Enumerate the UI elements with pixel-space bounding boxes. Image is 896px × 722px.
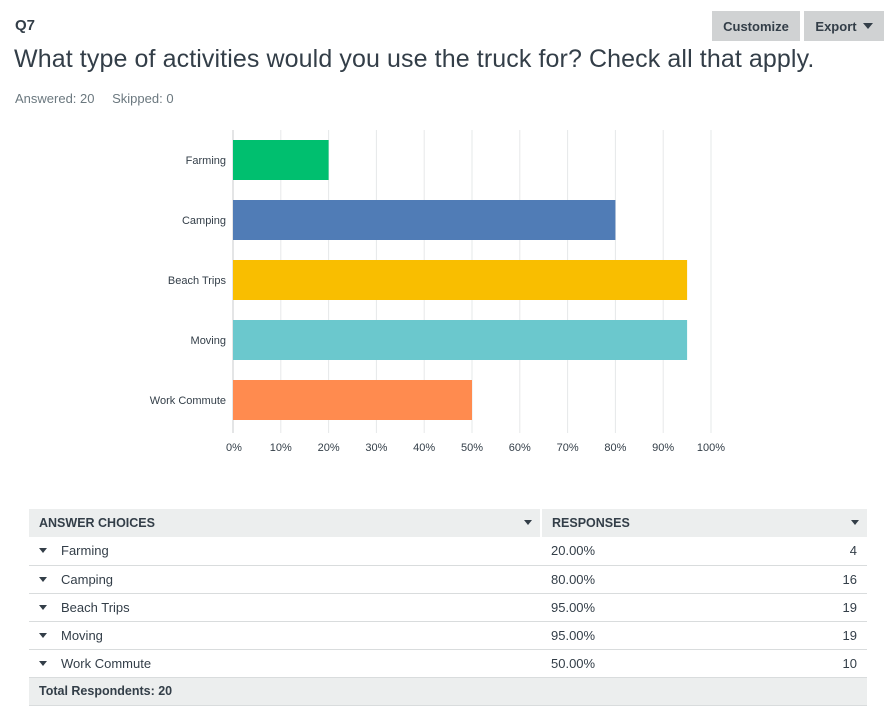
expand-caret-icon[interactable] bbox=[39, 604, 47, 610]
response-percent: 20.00% bbox=[541, 537, 831, 566]
x-tick-label: 40% bbox=[413, 442, 435, 454]
answer-choice-label: Moving bbox=[61, 627, 103, 643]
x-tick-label: 80% bbox=[604, 442, 626, 454]
x-tick-label: 60% bbox=[509, 442, 531, 454]
category-label: Camping bbox=[182, 215, 226, 227]
response-meta: Answered: 20 Skipped: 0 bbox=[15, 91, 188, 106]
response-percent: 95.00% bbox=[541, 621, 831, 650]
total-row: Total Respondents: 20 bbox=[29, 677, 867, 706]
x-tick-label: 10% bbox=[270, 442, 292, 454]
x-tick-label: 30% bbox=[365, 442, 387, 454]
x-tick-label: 20% bbox=[318, 442, 340, 454]
answer-choice-cell: Beach Trips bbox=[29, 593, 541, 622]
answer-choices-header[interactable]: ANSWER CHOICES bbox=[29, 509, 542, 537]
export-label: Export bbox=[815, 18, 857, 34]
bar bbox=[233, 260, 688, 300]
response-percent: 80.00% bbox=[541, 565, 831, 594]
table-row: Moving 95.00% 19 bbox=[29, 621, 867, 650]
response-count: 19 bbox=[831, 593, 867, 622]
answer-choice-cell: Work Commute bbox=[29, 649, 541, 678]
expand-caret-icon[interactable] bbox=[39, 576, 47, 582]
question-title: What type of activities would you use th… bbox=[14, 45, 815, 73]
table-row: Farming 20.00% 4 bbox=[29, 537, 867, 566]
category-label: Moving bbox=[191, 335, 226, 347]
bar bbox=[233, 320, 688, 360]
response-percent: 95.00% bbox=[541, 593, 831, 622]
answer-choice-label: Camping bbox=[61, 571, 114, 587]
question-number: Q7 bbox=[15, 17, 36, 34]
results-table: ANSWER CHOICES RESPONSES Farming 20.00% 4 C… bbox=[29, 509, 867, 706]
customize-label: Customize bbox=[723, 18, 789, 34]
answer-choice-cell: Moving bbox=[29, 621, 541, 650]
answered-count: Answered: 20 bbox=[15, 91, 95, 106]
sort-caret-icon[interactable] bbox=[524, 520, 532, 525]
expand-caret-icon[interactable] bbox=[39, 660, 47, 666]
answer-choice-label: Farming bbox=[61, 543, 109, 559]
table-row: Beach Trips 95.00% 19 bbox=[29, 593, 867, 622]
sort-caret-icon[interactable] bbox=[851, 520, 859, 525]
export-button[interactable]: Export bbox=[804, 11, 884, 41]
response-count: 16 bbox=[831, 565, 867, 594]
skipped-count: Skipped: 0 bbox=[112, 91, 174, 106]
bar bbox=[233, 200, 616, 240]
table-row: Camping 80.00% 16 bbox=[29, 565, 867, 594]
answer-choice-label: Work Commute bbox=[61, 655, 152, 671]
category-label: Farming bbox=[186, 155, 226, 167]
bar bbox=[233, 380, 472, 420]
answer-choice-cell: Camping bbox=[29, 565, 541, 594]
response-count: 19 bbox=[831, 621, 867, 650]
bar bbox=[233, 140, 329, 180]
expand-caret-icon[interactable] bbox=[39, 548, 47, 554]
x-tick-label: 100% bbox=[697, 442, 725, 454]
x-tick-label: 50% bbox=[461, 442, 483, 454]
answer-choice-cell: Farming bbox=[29, 537, 541, 566]
category-label: Beach Trips bbox=[168, 275, 227, 287]
chevron-down-icon bbox=[862, 23, 873, 29]
expand-caret-icon[interactable] bbox=[39, 632, 47, 638]
responses-header[interactable]: RESPONSES bbox=[541, 509, 867, 537]
customize-button[interactable]: Customize bbox=[712, 11, 800, 41]
x-tick-label: 70% bbox=[557, 442, 579, 454]
total-respondents: Total Respondents: 20 bbox=[29, 677, 867, 706]
table-row: Work Commute 50.00% 10 bbox=[29, 649, 867, 678]
x-tick-label: 0% bbox=[226, 442, 242, 454]
response-percent: 50.00% bbox=[541, 649, 831, 678]
response-count: 4 bbox=[831, 537, 867, 566]
response-count: 10 bbox=[831, 649, 867, 678]
bar-chart: 0% 10% 20% 30% 40% 50% 60% 70% 80% 90% 100% Farming… bbox=[150, 130, 725, 454]
x-tick-label: 90% bbox=[652, 442, 674, 454]
category-label: Work Commute bbox=[150, 395, 226, 407]
answer-choice-label: Beach Trips bbox=[61, 599, 130, 615]
